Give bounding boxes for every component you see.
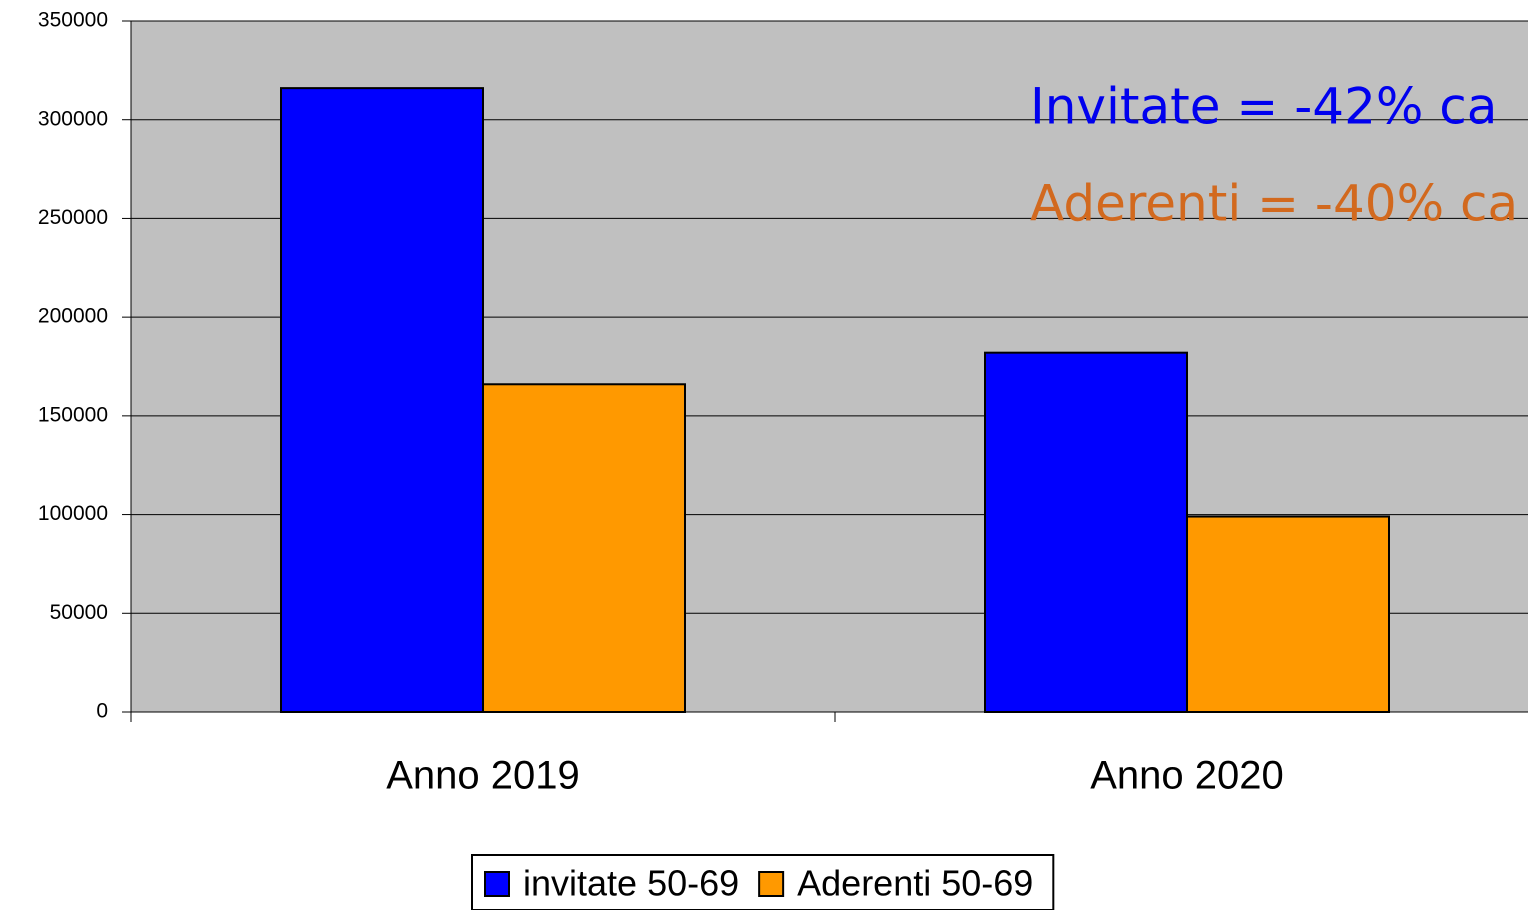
y-tick-label: 250000: [38, 206, 108, 229]
annotation: Invitate = -42% ca: [1030, 78, 1497, 136]
y-tick-label: 100000: [38, 502, 108, 525]
y-tick-label: 150000: [38, 403, 108, 426]
bar: [984, 351, 1188, 713]
bar: [482, 383, 686, 713]
y-tick-label: 0: [96, 700, 108, 723]
bar: [280, 87, 484, 713]
legend-swatch: [758, 871, 785, 897]
y-tick-label: 50000: [50, 601, 108, 624]
legend-label: invitate 50-69: [523, 863, 739, 904]
y-tick-label: 350000: [38, 9, 108, 32]
legend-swatch: [484, 871, 510, 897]
legend-label: Aderenti 50-69: [797, 863, 1033, 904]
y-tick-label: 200000: [38, 305, 108, 328]
x-tick-label: Anno 2019: [386, 754, 580, 798]
y-tick-label: 300000: [38, 107, 108, 130]
x-tick-label: Anno 2020: [1090, 754, 1284, 798]
bar: [1186, 515, 1390, 713]
annotation: Aderenti = -40% ca: [1030, 175, 1518, 233]
